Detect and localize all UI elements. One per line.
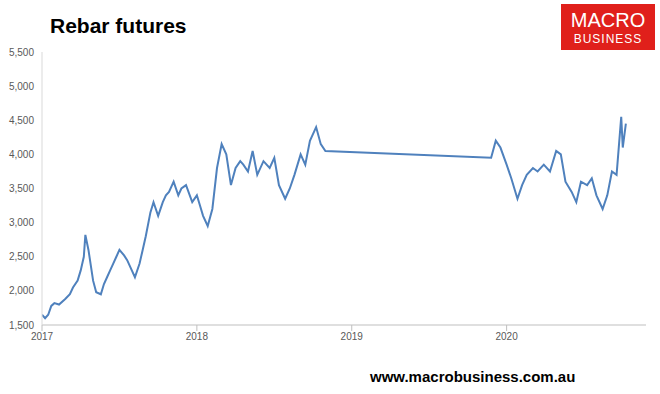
svg-text:3,000: 3,000 <box>9 217 34 228</box>
svg-text:2,500: 2,500 <box>9 251 34 262</box>
svg-text:2019: 2019 <box>341 331 364 342</box>
svg-text:4,000: 4,000 <box>9 149 34 160</box>
svg-text:3,500: 3,500 <box>9 183 34 194</box>
svg-text:5,500: 5,500 <box>9 47 34 58</box>
html-text:MACRO: MACRO <box>570 9 646 31</box>
svg-text:1,500: 1,500 <box>9 320 34 331</box>
svg-text:2,000: 2,000 <box>9 285 34 296</box>
svg-text:5,000: 5,000 <box>9 81 34 92</box>
html-text:www.macrobusiness.com.au: www.macrobusiness.com.au <box>370 368 576 385</box>
html-text:BUSINESS: BUSINESS <box>573 32 643 46</box>
svg-text:2018: 2018 <box>186 331 209 342</box>
svg-text:4,500: 4,500 <box>9 115 34 126</box>
html-text:Rebar futures: Rebar futures <box>50 14 187 37</box>
svg-text:2020: 2020 <box>495 331 518 342</box>
svg-text:2017: 2017 <box>31 331 54 342</box>
